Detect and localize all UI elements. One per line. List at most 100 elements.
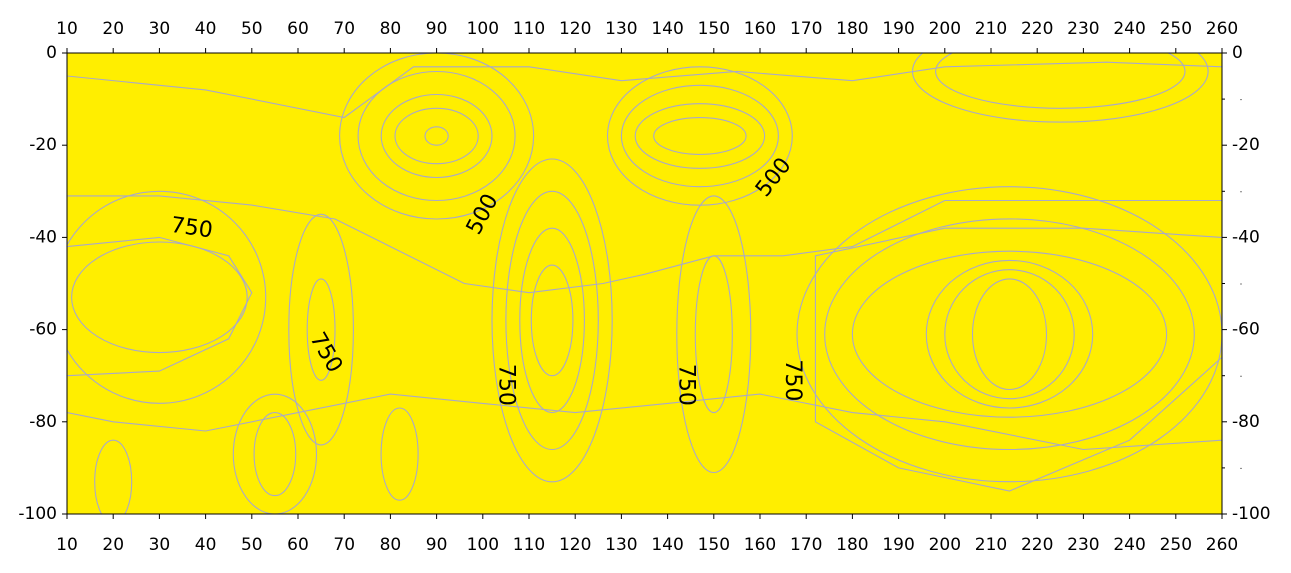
x-tick-label-bottom: 150 bbox=[698, 535, 730, 555]
contour-high-5-level-0 bbox=[67, 190, 267, 404]
contour-high-3-level-0 bbox=[676, 195, 752, 474]
x-tick-label-bottom: 30 bbox=[149, 535, 171, 555]
contour-band-0 bbox=[67, 195, 1222, 451]
contour-value-label: 750 bbox=[780, 359, 805, 401]
y-tick-label-right: -100 bbox=[1232, 504, 1271, 524]
y-tick-label-left: -80 bbox=[29, 412, 57, 432]
y-tick-label-right: -60 bbox=[1232, 320, 1260, 340]
x-tick-label-top: 180 bbox=[836, 19, 868, 39]
contour-high-6-level-5 bbox=[971, 278, 1048, 391]
x-tick-label-bottom: 10 bbox=[56, 535, 78, 555]
x-tick-label-bottom: 240 bbox=[1113, 535, 1145, 555]
x-tick-label-bottom: 50 bbox=[241, 535, 263, 555]
axes: 10 10 20 20 30 30 40 40 50 50 60 60 70 70 80 80 90 90 100 1… bbox=[18, 19, 1270, 555]
x-tick-label-bottom: 40 bbox=[195, 535, 217, 555]
contour-high-6-level-0 bbox=[796, 186, 1222, 483]
x-tick-label-bottom: 230 bbox=[1067, 535, 1099, 555]
x-tick-label-top: 70 bbox=[333, 19, 355, 39]
contour-high-2-level-1 bbox=[505, 190, 599, 451]
x-tick-label-bottom: 90 bbox=[426, 535, 448, 555]
x-tick-label-top: 50 bbox=[241, 19, 263, 39]
contour-high-3-level-1 bbox=[694, 255, 733, 414]
x-tick-label-top: 210 bbox=[975, 19, 1007, 39]
contour-low-7-level-0 bbox=[232, 393, 318, 514]
y-tick-label-right: 0 bbox=[1232, 43, 1243, 63]
y-tick-label-left: 0 bbox=[46, 43, 57, 63]
x-tick-label-bottom: 100 bbox=[467, 535, 499, 555]
plot-area bbox=[67, 53, 1222, 514]
x-tick-label-bottom: 110 bbox=[513, 535, 545, 555]
contour-low-0-level-0 bbox=[339, 53, 535, 220]
x-tick-label-bottom: 180 bbox=[836, 535, 868, 555]
contour-high-4-level-1 bbox=[306, 278, 336, 381]
contour-high-6-level-2 bbox=[851, 250, 1168, 418]
contour-low-10-level-0 bbox=[911, 53, 1209, 123]
contour-high-2-level-0 bbox=[491, 158, 613, 483]
x-tick-label-bottom: 190 bbox=[882, 535, 914, 555]
x-tick-label-bottom: 130 bbox=[605, 535, 637, 555]
x-tick-label-top: 20 bbox=[102, 19, 124, 39]
contour-low-0-level-1 bbox=[357, 70, 516, 202]
x-tick-label-top: 230 bbox=[1067, 19, 1099, 39]
contour-high-6-level-3 bbox=[925, 259, 1094, 409]
contour-low-8-level-0 bbox=[94, 439, 133, 514]
contour-low-1-level-2 bbox=[634, 103, 766, 169]
contour-low-10-level-1 bbox=[935, 53, 1186, 109]
contour-low-9-level-0 bbox=[380, 407, 419, 501]
x-tick-label-top: 220 bbox=[1021, 19, 1053, 39]
x-tick-label-bottom: 20 bbox=[102, 535, 124, 555]
contour-band-1 bbox=[67, 236, 253, 377]
contour-low-0-level-4 bbox=[424, 126, 449, 146]
contour-band-2 bbox=[814, 227, 1222, 492]
y-tick-label-left: -40 bbox=[29, 227, 57, 247]
x-tick-label-top: 190 bbox=[882, 19, 914, 39]
y-tick-label-left: -20 bbox=[29, 135, 57, 155]
x-tick-label-bottom: 200 bbox=[929, 535, 961, 555]
contour-low-0-level-3 bbox=[394, 107, 479, 165]
y-tick-label-right: -80 bbox=[1232, 412, 1260, 432]
x-tick-label-top: 110 bbox=[513, 19, 545, 39]
contour-fills bbox=[67, 53, 1222, 514]
x-tick-label-top: 200 bbox=[929, 19, 961, 39]
contour-high-4-level-0 bbox=[288, 213, 354, 446]
y-tick-label-right: -40 bbox=[1232, 227, 1260, 247]
x-tick-label-top: 60 bbox=[287, 19, 309, 39]
plot-background bbox=[67, 53, 1222, 514]
x-tick-label-bottom: 260 bbox=[1206, 535, 1238, 555]
y-tick-label-right: -20 bbox=[1232, 135, 1260, 155]
contour-low-1-level-1 bbox=[620, 84, 779, 188]
y-tick-label-left: -100 bbox=[18, 504, 57, 524]
contour-high-2-level-3 bbox=[530, 264, 574, 377]
contour-value-label: 750 bbox=[674, 364, 699, 406]
contour-value-label: 750 bbox=[493, 364, 518, 406]
x-tick-label-bottom: 80 bbox=[380, 535, 402, 555]
contour-high-2-level-2 bbox=[519, 227, 585, 414]
x-tick-label-top: 250 bbox=[1160, 19, 1192, 39]
x-tick-label-top: 80 bbox=[380, 19, 402, 39]
x-tick-label-bottom: 210 bbox=[975, 535, 1007, 555]
x-tick-label-bottom: 70 bbox=[333, 535, 355, 555]
x-tick-label-top: 140 bbox=[651, 19, 683, 39]
x-tick-label-bottom: 120 bbox=[559, 535, 591, 555]
contour-low-7-level-1 bbox=[253, 412, 297, 497]
x-tick-label-bottom: 140 bbox=[651, 535, 683, 555]
x-tick-label-top: 170 bbox=[790, 19, 822, 39]
x-tick-label-top: 130 bbox=[605, 19, 637, 39]
x-tick-label-top: 240 bbox=[1113, 19, 1145, 39]
y-tick-label-left: -60 bbox=[29, 320, 57, 340]
x-tick-label-bottom: 250 bbox=[1160, 535, 1192, 555]
x-tick-label-bottom: 170 bbox=[790, 535, 822, 555]
x-tick-label-bottom: 160 bbox=[744, 535, 776, 555]
contour-low-0-level-2 bbox=[380, 93, 493, 179]
x-tick-label-top: 30 bbox=[149, 19, 171, 39]
contour-low-1-level-3 bbox=[653, 117, 747, 155]
x-tick-label-bottom: 220 bbox=[1021, 535, 1053, 555]
x-tick-label-top: 120 bbox=[559, 19, 591, 39]
x-tick-label-bottom: 60 bbox=[287, 535, 309, 555]
x-tick-label-top: 100 bbox=[467, 19, 499, 39]
x-tick-label-top: 10 bbox=[56, 19, 78, 39]
contour-band-3 bbox=[67, 53, 1222, 119]
contour-high-6-level-1 bbox=[824, 218, 1195, 451]
contour-high-5-level-1 bbox=[71, 241, 248, 354]
